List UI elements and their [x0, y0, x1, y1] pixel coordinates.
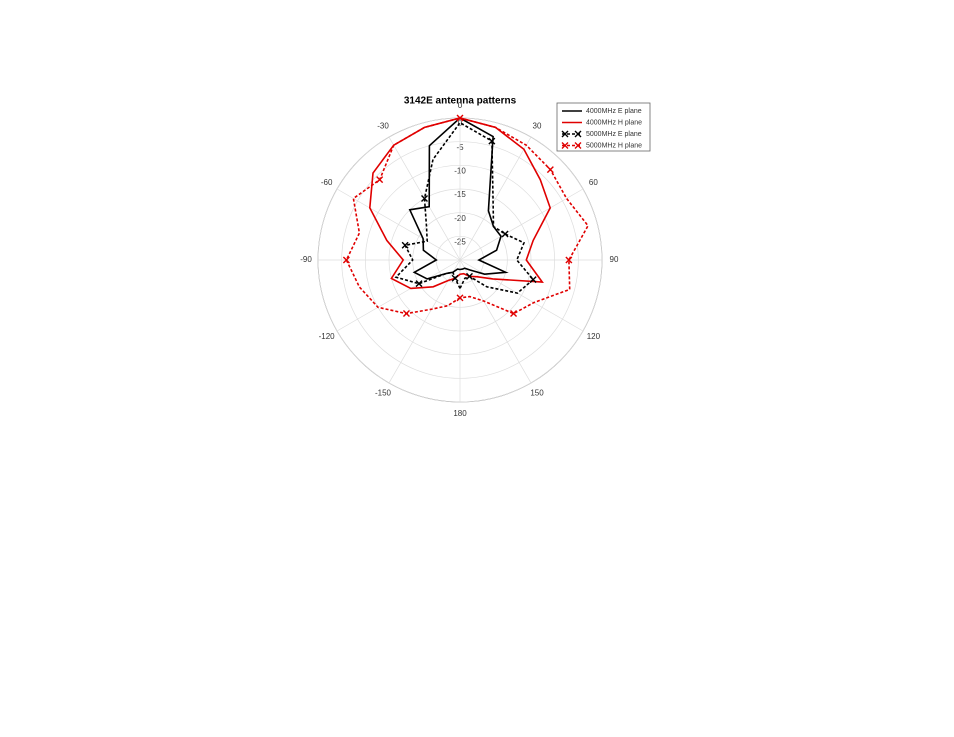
grid-spoke: [459, 259, 584, 332]
chart-title: 3142E antenna patterns: [404, 96, 517, 107]
x-marker: [401, 241, 409, 249]
legend-marker: [574, 130, 582, 138]
theta-tick-label: -90: [300, 255, 312, 264]
x-marker: [546, 166, 554, 174]
x-marker: [456, 294, 464, 302]
legend-marker: [574, 142, 582, 149]
legend-label: 4000MHz E plane: [586, 108, 642, 115]
x-marker: [376, 176, 384, 184]
x-marker: [456, 114, 464, 122]
grid-spoke: [336, 259, 461, 332]
grid-spoke: [459, 188, 584, 261]
theta-tick-label: -150: [375, 388, 392, 397]
grid-spoke: [336, 188, 461, 261]
series-line: [394, 121, 535, 294]
theta-tick-label: 120: [587, 332, 601, 341]
theta-tick-label: 150: [530, 388, 544, 397]
theta-tick-label: 0: [458, 101, 463, 110]
x-marker: [451, 274, 459, 282]
x-marker: [465, 272, 473, 280]
legend-marker: [561, 142, 569, 149]
x-marker: [488, 137, 496, 145]
legend-marker: [561, 130, 569, 138]
x-marker: [565, 256, 573, 264]
x-marker: [501, 230, 509, 238]
grid-spoke: [459, 259, 532, 384]
legend-label: 5000MHz E plane: [586, 131, 642, 138]
x-marker: [342, 256, 350, 264]
x-marker: [421, 195, 428, 203]
legend-label: 5000MHz H plane: [586, 142, 642, 149]
x-marker: [510, 310, 518, 318]
grid-spoke: [459, 136, 532, 261]
theta-tick-label: 60: [589, 178, 598, 187]
theta-tick-label: 90: [610, 255, 619, 264]
theta-tick-label: -30: [377, 122, 389, 131]
theta-tick-label: 180: [453, 409, 467, 418]
legend-label: 4000MHz H plane: [586, 119, 642, 126]
theta-tick-label: -60: [321, 178, 333, 187]
x-marker: [415, 280, 423, 288]
x-marker: [529, 276, 537, 284]
theta-tick-label: -120: [319, 332, 336, 341]
x-marker: [402, 310, 410, 318]
theta-tick-label: 30: [533, 122, 542, 131]
